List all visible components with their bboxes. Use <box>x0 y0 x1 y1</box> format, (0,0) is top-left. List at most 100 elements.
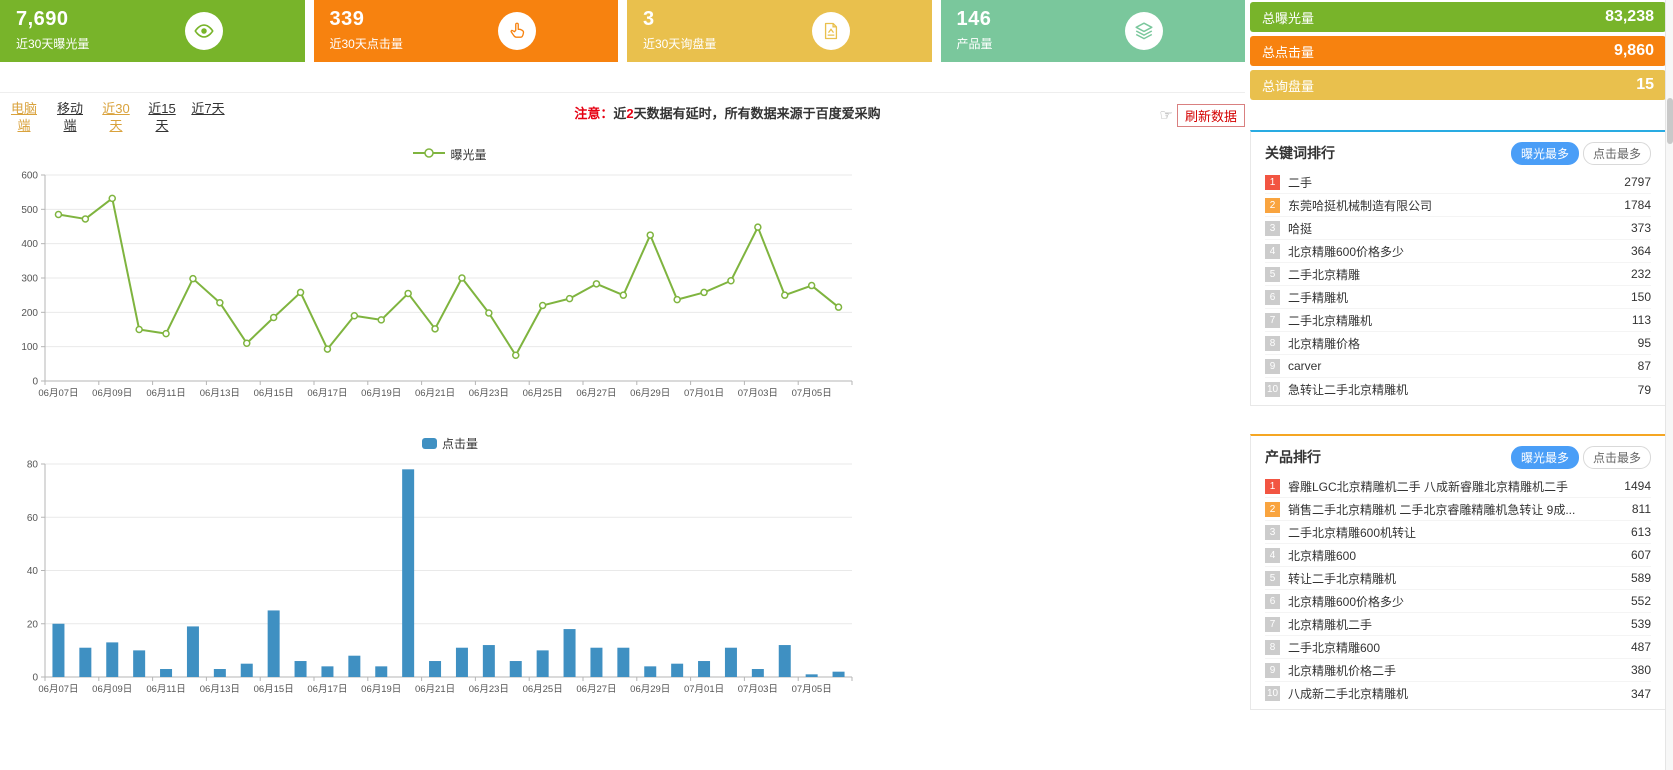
rank-item-label: 二手北京精雕600机转让 <box>1288 525 1417 540</box>
rank-item-label: 北京精雕600价格多少 <box>1288 594 1405 609</box>
impressions-30d-card: 7,690 近30天曝光量 <box>0 0 305 62</box>
rank-item-value: 552 <box>1630 594 1651 608</box>
click-hand-icon <box>498 12 536 50</box>
rank-row: 10 急转让二手北京精雕机 79 <box>1265 378 1651 401</box>
svg-text:06月21日: 06月21日 <box>415 388 455 399</box>
rank-row: 6 北京精雕600价格多少 552 <box>1265 590 1651 613</box>
svg-text:06月27日: 06月27日 <box>576 388 616 399</box>
tab-range-7d[interactable]: 近7天 <box>191 101 225 116</box>
pointer-hand-icon: ☞ <box>1159 107 1173 124</box>
rank-row: 5 转让二手北京精雕机 589 <box>1265 567 1651 590</box>
layers-icon <box>1125 12 1163 50</box>
rank-item-value: 87 <box>1637 359 1651 373</box>
product-panel-header: 产品排行 曝光最多 点击最多 <box>1265 444 1651 470</box>
rank-badge: 5 <box>1265 266 1280 282</box>
rank-item-value: 150 <box>1630 290 1651 304</box>
keyword-tab-most-clicks[interactable]: 点击最多 <box>1582 141 1651 165</box>
svg-text:500: 500 <box>21 205 38 216</box>
scrollbar-thumb[interactable] <box>1667 98 1673 144</box>
chart-toolbar: 电脑端 移动端 近30天 近15天 近7天 注意：近2天数据有延时，所有数据来源… <box>0 93 1245 141</box>
rank-item-value: 1494 <box>1624 479 1651 493</box>
svg-text:06月09日: 06月09日 <box>92 388 132 399</box>
rank-row: 10 八成新二手北京精雕机 347 <box>1265 682 1651 705</box>
tab-range-30d[interactable]: 近30天 <box>102 101 130 133</box>
rank-badge: 3 <box>1265 524 1280 540</box>
data-delay-notice: 注意：近2天数据有延时，所有数据来源于百度爱采购 <box>210 103 1245 122</box>
rank-item-label: 转让二手北京精雕机 <box>1288 571 1397 586</box>
svg-text:200: 200 <box>21 308 38 319</box>
rank-item-value: 539 <box>1630 617 1651 631</box>
svg-text:06月11日: 06月11日 <box>146 388 185 399</box>
eye-icon <box>184 12 223 50</box>
rank-row: 6 二手精雕机 150 <box>1265 286 1651 309</box>
tab-device-pc[interactable]: 电脑端 <box>10 101 37 133</box>
rank-item-value: 232 <box>1630 267 1651 281</box>
svg-text:07月03日: 07月03日 <box>738 684 778 695</box>
keyword-list: 1 二手 2797 2 东莞哈挺机械制造有限公司 1784 3 哈挺 373 4 北京精雕600价格… <box>1265 171 1651 401</box>
rank-item-value: 95 <box>1637 336 1651 350</box>
svg-text:06月11日: 06月11日 <box>146 684 185 695</box>
rank-item-value: 373 <box>1630 221 1651 235</box>
notice-seg2: 天数据有延时，所有数据来源于百度爱采购 <box>633 106 881 121</box>
svg-text:100: 100 <box>21 342 38 353</box>
svg-text:06月27日: 06月27日 <box>576 684 616 695</box>
products-label: 产品量 <box>956 37 993 51</box>
product-tab-most-impressions[interactable]: 曝光最多 <box>1510 445 1579 469</box>
svg-text:06月29日: 06月29日 <box>630 388 670 399</box>
rank-badge: 6 <box>1265 289 1280 305</box>
svg-text:06月17日: 06月17日 <box>307 684 347 695</box>
svg-text:06月21日: 06月21日 <box>415 684 455 695</box>
bar-chart-legend: 点击量 <box>0 434 900 452</box>
svg-text:06月13日: 06月13日 <box>200 388 240 399</box>
rank-item-label: 北京精雕机价格二手 <box>1288 663 1397 678</box>
rank-item-label: carver <box>1288 359 1322 373</box>
rank-row: 9 carver 87 <box>1265 355 1651 378</box>
clicks-30d-card: 339 近30天点击量 <box>313 0 618 62</box>
rank-item-label: 东莞哈挺机械制造有限公司 <box>1288 198 1433 213</box>
tab-device-mobile[interactable]: 移动端 <box>56 101 83 133</box>
rank-item-value: 613 <box>1630 525 1651 539</box>
rank-badge: 8 <box>1265 335 1280 351</box>
page-scrollbar[interactable] <box>1665 0 1673 770</box>
rank-item-label: 八成新二手北京精雕机 <box>1288 687 1409 701</box>
rank-row: 1 二手 2797 <box>1265 171 1651 194</box>
tab-range-15d[interactable]: 近15天 <box>148 101 176 133</box>
impressions-30d-value: 7,690 <box>16 8 69 30</box>
rank-item-label: 睿雕LGC北京精雕机二手 八成新睿雕北京精雕机二手 <box>1288 479 1569 494</box>
line-legend-marker-icon[interactable] <box>413 147 446 162</box>
product-list: 1 睿雕LGC北京精雕机二手 八成新睿雕北京精雕机二手 1494 2 销售二手北京精雕机… <box>1265 475 1651 705</box>
svg-text:06月07日: 06月07日 <box>38 388 78 399</box>
svg-text:80: 80 <box>27 460 39 471</box>
total-clicks-bar: 总点击量 9,860 <box>1250 36 1666 66</box>
clicks-bar-chart: 0 20 40 60 80 06月07日 06月09日 06月11日 06月13日 06月15日 0… <box>27 460 853 695</box>
bar-legend-marker-icon[interactable] <box>421 437 437 449</box>
keyword-panel-tabs: 曝光最多 点击最多 <box>1510 141 1651 165</box>
rank-item-value: 1784 <box>1624 198 1651 212</box>
rank-item-label: 急转让二手北京精雕机 <box>1288 383 1409 397</box>
total-inquiries-value: 15 <box>1636 76 1654 93</box>
inquiry-file-icon <box>811 12 850 50</box>
svg-text:06月13日: 06月13日 <box>200 684 240 695</box>
svg-text:06月19日: 06月19日 <box>361 684 401 695</box>
rank-row: 3 哈挺 373 <box>1265 217 1651 240</box>
inquiries-30d-label: 近30天询盘量 <box>643 37 717 51</box>
rank-item-value: 607 <box>1630 548 1651 562</box>
svg-text:0: 0 <box>32 377 38 388</box>
bar-legend-label[interactable]: 点击量 <box>441 436 478 451</box>
keyword-tab-most-impressions[interactable]: 曝光最多 <box>1510 141 1579 165</box>
impressions-line-chart: 0 100 200 300 400 500 600 06月07日 06月09日 06月11日 06月… <box>21 171 853 399</box>
line-legend-label[interactable]: 曝光量 <box>450 147 487 162</box>
product-tab-most-clicks[interactable]: 点击最多 <box>1582 445 1651 469</box>
rank-item-value: 347 <box>1630 686 1651 701</box>
total-clicks-label: 总点击量 <box>1262 44 1315 60</box>
dashboard: 7,690 近30天曝光量 339 近30天点击量 <box>0 0 1666 712</box>
refresh-data-button[interactable]: 刷新数据 <box>1176 104 1245 127</box>
rank-row: 4 北京精雕600价格多少 364 <box>1265 240 1651 263</box>
svg-text:06月25日: 06月25日 <box>523 388 563 399</box>
rank-item-value: 364 <box>1630 244 1651 258</box>
svg-text:06月09日: 06月09日 <box>92 684 132 695</box>
sidebar: 总曝光量 83,238 总点击量 9,860 总询盘量 15 关键词排行 曝光最… <box>1250 0 1666 712</box>
svg-text:06月23日: 06月23日 <box>469 684 509 695</box>
svg-text:07月05日: 07月05日 <box>792 388 832 399</box>
svg-text:40: 40 <box>27 566 39 577</box>
